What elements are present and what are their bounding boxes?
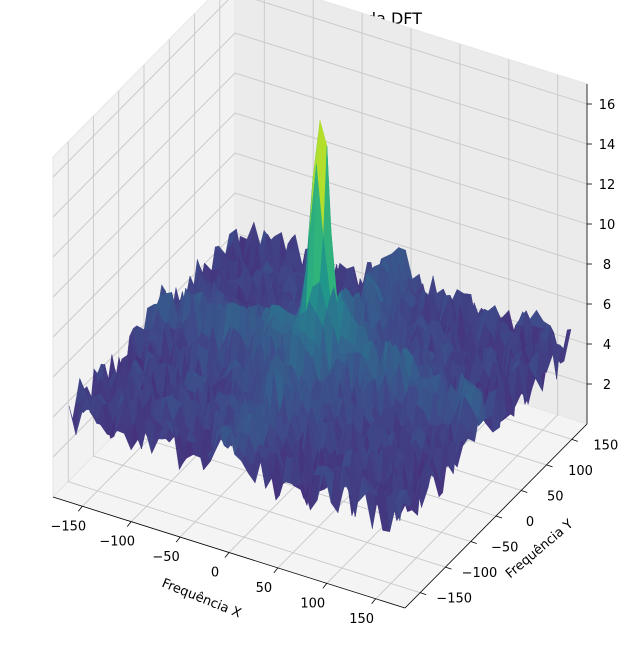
z-tick-label: 10: [599, 218, 616, 233]
axis-ticks: −150−100−50050100150−150−100−50050100150…: [50, 98, 618, 627]
surface-patch: [392, 492, 404, 522]
x-tick-mark: [126, 521, 132, 527]
y-tick-mark: [546, 464, 553, 468]
grid-line-y: [67, 141, 421, 594]
x-tick-label: −100: [99, 535, 135, 550]
grid-line-z: [52, 112, 588, 298]
y-tick-mark: [420, 592, 427, 596]
z-tick-label: 16: [599, 98, 616, 113]
x-tick-mark: [175, 536, 181, 543]
y-tick-mark: [495, 515, 503, 519]
y-tick-label: 150: [593, 438, 618, 453]
x-tick-mark: [322, 583, 328, 589]
z-tick-label: 2: [603, 378, 611, 393]
x-tick-mark: [224, 552, 230, 558]
grid-line-z: [52, 152, 588, 338]
x-tick-mark: [78, 506, 83, 512]
grid-line-z: [52, 0, 588, 178]
y-tick-label: −50: [491, 541, 518, 556]
grid-line-z: [52, 72, 588, 258]
z-tick-label: 12: [599, 178, 616, 193]
y-tick-mark: [470, 541, 477, 544]
z-tick-label: 14: [599, 138, 616, 153]
x-tick-label: −150: [50, 519, 86, 534]
y-tick-label: 0: [526, 515, 534, 530]
grid-line-y: [92, 116, 446, 568]
x-tick-mark: [273, 567, 279, 574]
grid-line-x: [375, 74, 559, 600]
grid-line-z: [52, 192, 588, 378]
x-tick-label: 100: [300, 596, 325, 611]
z-tick-label: 8: [603, 258, 611, 273]
x-tick-mark: [371, 598, 376, 604]
y-tick-label: 50: [547, 489, 564, 504]
dft-surface: [68, 120, 572, 532]
y-tick-mark: [445, 566, 452, 570]
x-tick-label: 50: [256, 581, 273, 596]
y-tick-label: 100: [568, 464, 593, 479]
grid-line-z: [52, 32, 588, 218]
x-tick-label: 0: [211, 566, 219, 581]
y-tick-mark: [521, 490, 528, 493]
x-tick-label: 150: [349, 612, 374, 627]
x-tick-label: −50: [152, 550, 179, 565]
y-tick-mark: [571, 438, 578, 442]
y-tick-label: −150: [436, 592, 472, 607]
y-tick-label: −100: [462, 566, 498, 581]
z-tick-label: 6: [603, 298, 611, 313]
z-tick-label: 4: [603, 338, 611, 353]
